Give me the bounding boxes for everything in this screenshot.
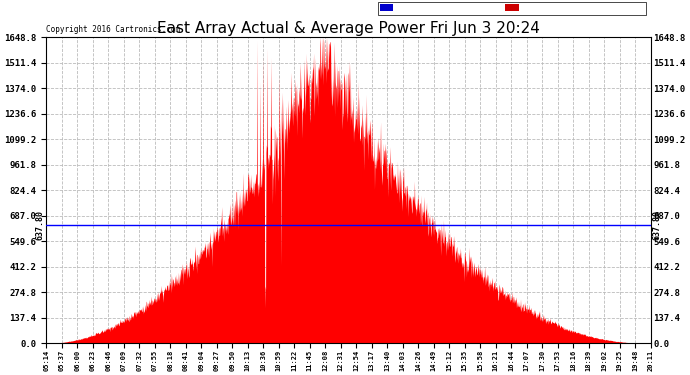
Text: Copyright 2016 Cartronics.com: Copyright 2016 Cartronics.com: [46, 25, 180, 34]
Legend: Average  (DC Watts), East Array  (DC Watts): Average (DC Watts), East Array (DC Watts…: [378, 2, 647, 15]
Text: 637.80: 637.80: [35, 210, 44, 240]
Title: East Array Actual & Average Power Fri Jun 3 20:24: East Array Actual & Average Power Fri Ju…: [157, 21, 540, 36]
Text: 637.80: 637.80: [653, 210, 662, 240]
